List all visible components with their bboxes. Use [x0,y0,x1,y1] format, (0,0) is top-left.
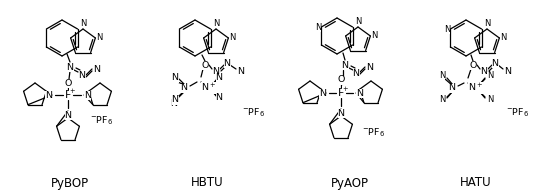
Text: N: N [216,93,223,102]
Text: N: N [337,109,345,118]
Text: N: N [65,111,72,120]
Text: N: N [355,17,361,26]
Text: $^{-}$PF$_6$: $^{-}$PF$_6$ [242,107,265,119]
Text: PyAOP: PyAOP [331,177,369,190]
Text: N: N [341,60,348,69]
Text: N: N [216,74,223,82]
Text: N: N [93,64,100,74]
Text: +: + [342,86,348,92]
Text: N: N [504,67,511,75]
Text: N: N [45,91,52,100]
Text: N: N [237,67,244,75]
Text: N: N [501,33,507,42]
Text: $^{-}$PF$_6$: $^{-}$PF$_6$ [362,127,385,139]
Text: N: N [371,31,378,41]
Text: N: N [84,91,91,100]
Text: PyBOP: PyBOP [51,177,89,190]
Text: N: N [79,70,85,80]
Text: +: + [69,88,75,94]
Text: $^{-}$PF$_6$: $^{-}$PF$_6$ [90,115,113,127]
Text: N: N [172,74,178,82]
Text: N: N [352,69,359,78]
Text: N: N [180,84,187,92]
Text: N: N [224,58,230,68]
Text: N: N [356,89,363,97]
Text: N: N [170,99,177,108]
Text: N$^+$: N$^+$ [201,82,217,94]
Text: N: N [487,71,493,80]
Text: N: N [172,96,178,104]
Text: HATU: HATU [460,177,492,190]
Text: N: N [213,19,219,28]
Text: $^{-}$PF$_6$: $^{-}$PF$_6$ [506,107,529,119]
Text: N: N [212,67,219,75]
Text: N: N [439,71,445,80]
Text: N: N [448,84,455,92]
Text: N: N [492,58,498,68]
Text: O: O [337,75,345,85]
Text: N: N [319,89,326,97]
Text: HBTU: HBTU [191,177,223,190]
Text: N$^+$: N$^+$ [468,82,484,94]
Text: O: O [469,60,476,69]
Text: N: N [366,63,373,71]
Text: N: N [96,33,103,42]
Text: O: O [65,79,72,87]
Text: N: N [315,23,322,31]
Text: N: N [480,67,487,75]
Text: N: N [444,25,450,34]
Text: N: N [439,96,445,104]
Text: P: P [337,88,344,98]
Text: N: N [487,96,493,104]
Text: N: N [484,19,490,28]
Text: N: N [67,63,73,71]
Text: N: N [80,19,86,28]
Text: N: N [229,33,236,42]
Text: O: O [201,60,209,69]
Text: P: P [65,90,71,100]
